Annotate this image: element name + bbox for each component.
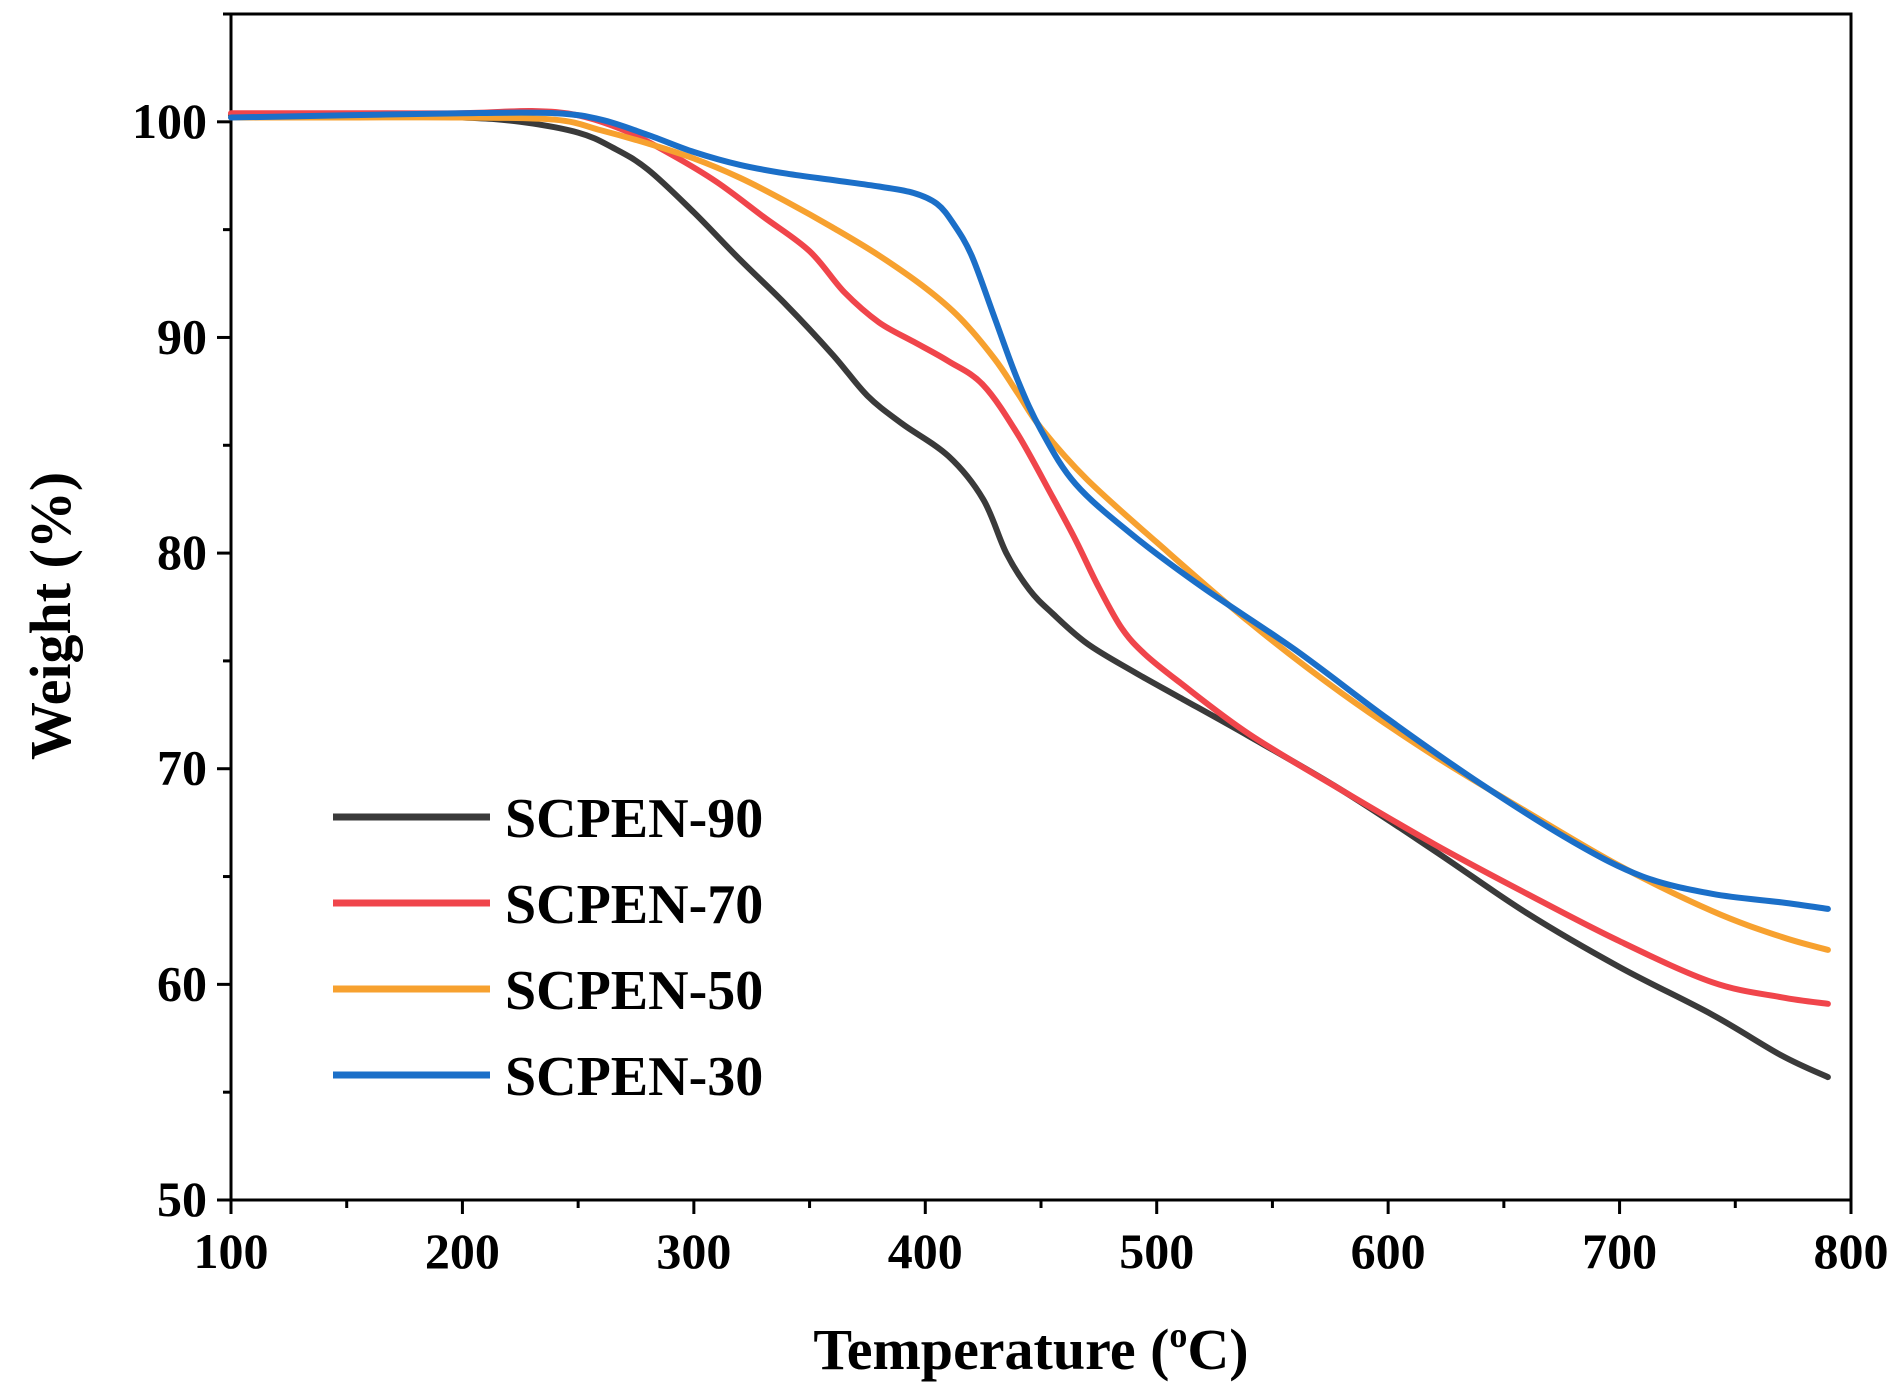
plot-frame [229, 12, 1853, 1202]
x-tick-label: 400 [888, 1223, 963, 1279]
x-tick-label: 600 [1351, 1223, 1426, 1279]
y-axis-ticks: 50 60 70 80 90 100 [132, 12, 231, 1227]
x-axis-title: Temperature (oC) [813, 1315, 1248, 1382]
y-axis-title: Weight (%) [18, 472, 83, 760]
series-line-scpen-70 [228, 107, 1831, 1007]
series-line-scpen-90 [228, 112, 1831, 1081]
x-tick-label: 700 [1582, 1223, 1657, 1279]
y-tick-label: 70 [157, 740, 207, 796]
y-tick-label: 60 [157, 955, 207, 1011]
y-tick-label: 90 [157, 308, 207, 364]
x-tick-label: 100 [194, 1223, 269, 1279]
y-tick-label: 50 [157, 1171, 207, 1227]
plot-border [229, 12, 1853, 1202]
series-line-scpen-50 [228, 114, 1831, 953]
legend-label-scpen-30: SCPEN-30 [505, 1046, 763, 1108]
legend-label-scpen-70: SCPEN-70 [505, 874, 763, 936]
x-tick-label: 300 [656, 1223, 731, 1279]
x-tick-label: 200 [425, 1223, 500, 1279]
y-tick-label: 80 [157, 524, 207, 580]
legend-label-scpen-50: SCPEN-50 [505, 960, 763, 1022]
x-axis-ticks: 100 200 300 400 500 600 700 800 [194, 1200, 1889, 1279]
x-tick-label: 800 [1814, 1223, 1889, 1279]
legend-label-scpen-90: SCPEN-90 [505, 788, 763, 850]
series-layer [228, 107, 1831, 1081]
legend: SCPEN-90 SCPEN-70 SCPEN-50 SCPEN-30 [333, 788, 763, 1108]
x-tick-label: 500 [1119, 1223, 1194, 1279]
y-tick-label: 100 [132, 93, 207, 149]
series-line-scpen-30 [228, 109, 1831, 912]
